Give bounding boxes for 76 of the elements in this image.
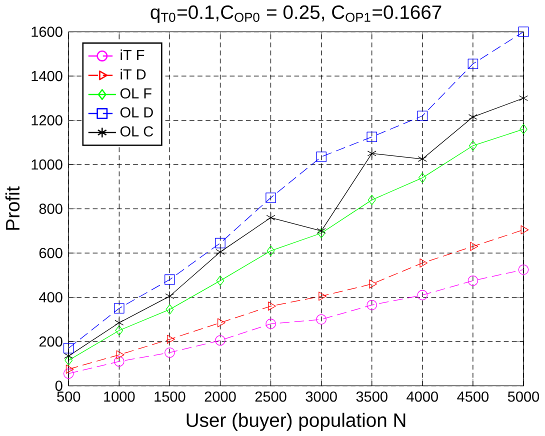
- point: [520, 124, 528, 134]
- point: [114, 317, 124, 328]
- y-tick-label: 800: [39, 204, 62, 214]
- x-tick-label: 4000: [406, 391, 438, 402]
- x-tick-label: 500: [57, 391, 80, 402]
- y-tick-label: 0: [55, 380, 62, 391]
- point: [216, 275, 224, 286]
- x-tick-label: 5000: [508, 391, 540, 402]
- point: [316, 226, 326, 236]
- point: [468, 58, 478, 69]
- point: [266, 192, 276, 203]
- point: [66, 364, 74, 374]
- y-axis-title: Profit: [5, 186, 20, 230]
- point: [366, 132, 378, 142]
- point: [518, 26, 529, 37]
- point: [266, 212, 276, 223]
- legend-label: OL C: [120, 126, 154, 136]
- point: [520, 225, 529, 234]
- legend-label: OL F: [120, 88, 152, 98]
- x-tick-label: 1500: [154, 391, 186, 402]
- point: [368, 194, 376, 205]
- legend-label: iT F: [120, 49, 144, 60]
- x-tick-label: 2000: [204, 391, 236, 402]
- point: [318, 292, 326, 301]
- point: [64, 350, 74, 361]
- point: [420, 258, 428, 268]
- point: [317, 228, 326, 238]
- point: [418, 172, 426, 183]
- point: [114, 303, 124, 314]
- y-tick-label: 600: [39, 248, 62, 258]
- chart-title: q$_{T0}$=0.1,C$_{OP0}$ = 0.25, C$_{OP1}$=0.1667: [150, 5, 442, 23]
- point: [518, 92, 528, 104]
- x-tick-label: 3000: [306, 391, 337, 402]
- point: [216, 246, 225, 257]
- point: [366, 300, 378, 310]
- x-tick-label: 3500: [356, 391, 388, 402]
- y-tick-label: 1600: [32, 26, 62, 37]
- x-tick-label: 2500: [255, 391, 286, 402]
- point: [470, 242, 478, 251]
- point: [417, 110, 428, 121]
- point: [316, 314, 326, 324]
- point: [217, 318, 226, 328]
- point: [468, 275, 478, 286]
- point: [164, 274, 175, 285]
- point: [316, 152, 326, 162]
- y-tick-label: 200: [39, 336, 62, 347]
- y-tick-label: 1400: [32, 70, 62, 82]
- point: [469, 140, 477, 151]
- y-tick-label: 1000: [32, 159, 62, 170]
- legend-label: OL D: [120, 107, 153, 118]
- point: [63, 342, 74, 354]
- point: [369, 279, 378, 288]
- point: [367, 148, 376, 159]
- point: [165, 290, 174, 302]
- point: [63, 368, 74, 379]
- point: [164, 347, 175, 358]
- y-tick-label: 1200: [32, 115, 62, 126]
- point: [468, 112, 478, 122]
- point: [166, 304, 174, 315]
- point: [114, 356, 124, 366]
- point: [417, 290, 428, 300]
- point: [115, 325, 124, 336]
- point: [266, 318, 276, 329]
- point: [518, 264, 529, 275]
- legend-label: iT D: [120, 68, 146, 80]
- x-tick-label: 4500: [457, 391, 489, 402]
- point: [166, 334, 175, 344]
- x-tick-label: 1000: [104, 391, 135, 402]
- point: [418, 154, 427, 164]
- point: [116, 350, 124, 360]
- point: [215, 238, 226, 248]
- point: [266, 246, 275, 256]
- point: [268, 302, 276, 311]
- point: [215, 335, 226, 346]
- x-axis-title: User (buyer) population N: [186, 412, 406, 431]
- y-tick-label: 400: [39, 292, 62, 302]
